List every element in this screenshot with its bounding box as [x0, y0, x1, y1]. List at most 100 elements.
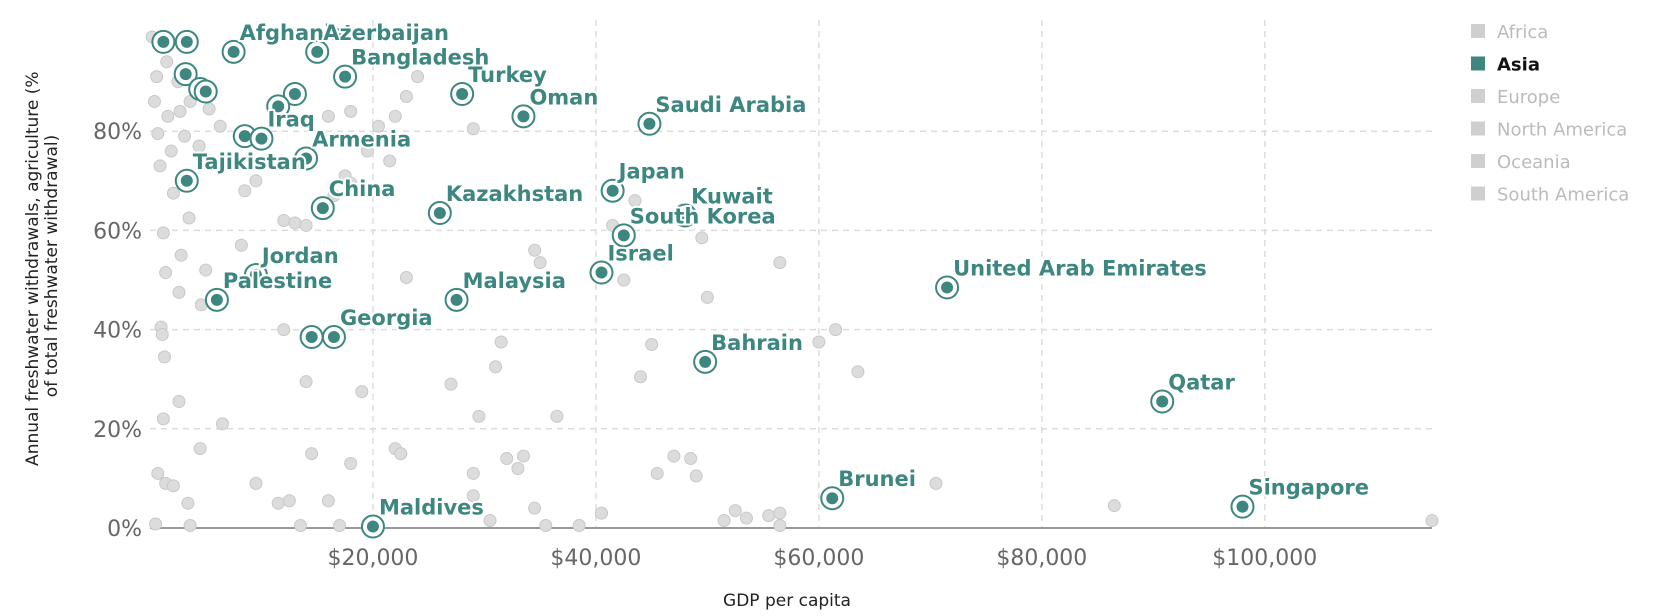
- legend-item[interactable]: North America: [1471, 120, 1627, 141]
- data-point: [149, 517, 163, 531]
- point-label: Georgia: [340, 306, 433, 330]
- highlighted-point[interactable]: [294, 146, 319, 171]
- data-point: [327, 189, 341, 203]
- data-point: [182, 211, 196, 225]
- legend[interactable]: Africa Asia Europe North America Oceania Sout…: [1471, 22, 1629, 206]
- highlighted-point[interactable]: [221, 39, 246, 64]
- y-tick-label: 60%: [93, 219, 142, 244]
- highlighted-point[interactable]: [174, 29, 199, 54]
- highlighted-point[interactable]: [282, 82, 307, 106]
- point-dot: [288, 88, 301, 100]
- legend-item[interactable]: Asia: [1471, 55, 1540, 76]
- point-label: Singapore: [1248, 476, 1369, 500]
- data-point: [466, 466, 480, 480]
- point-dot: [180, 174, 193, 187]
- highlighted-point[interactable]: [1230, 494, 1255, 519]
- point-dot: [311, 45, 324, 58]
- data-point: [572, 519, 586, 533]
- y-tick-label: 40%: [93, 319, 142, 344]
- highlighted-point[interactable]: [935, 275, 960, 300]
- data-point: [773, 506, 787, 520]
- highlighted-point[interactable]: [1150, 389, 1175, 414]
- highlighted-point[interactable]: [151, 29, 176, 54]
- point-dot: [255, 132, 268, 145]
- data-point: [344, 104, 358, 118]
- highlighted-point[interactable]: [174, 168, 199, 193]
- data-point: [466, 122, 480, 136]
- data-point: [150, 70, 164, 84]
- highlighted-point[interactable]: [444, 287, 469, 312]
- highlighted-point[interactable]: [637, 111, 662, 136]
- legend-item[interactable]: Oceania: [1471, 152, 1571, 173]
- x-tick-label: $40,000: [550, 546, 641, 571]
- data-point: [489, 360, 503, 374]
- legend-label: Europe: [1497, 87, 1560, 108]
- data-point: [192, 139, 206, 153]
- highlighted-point[interactable]: [611, 223, 636, 248]
- data-point: [249, 476, 263, 490]
- data-point: [355, 385, 369, 399]
- legend-swatch: [1471, 56, 1485, 71]
- point-label: Iraq: [267, 108, 314, 132]
- legend-swatch: [1471, 121, 1485, 136]
- highlighted-point[interactable]: [310, 196, 335, 221]
- x-tick-label: $100,000: [1212, 546, 1317, 571]
- point-dot: [179, 68, 192, 81]
- highlighted-point[interactable]: [333, 64, 358, 89]
- grid-lines: [150, 20, 1432, 528]
- legend-item[interactable]: Europe: [1471, 87, 1560, 108]
- highlighted-point[interactable]: [427, 201, 452, 226]
- highlighted-point[interactable]: [299, 325, 324, 350]
- point-label: Brunei: [838, 467, 916, 491]
- asia-points: [151, 29, 1255, 539]
- highlighted-point[interactable]: [820, 486, 845, 511]
- highlighted-point[interactable]: [266, 94, 291, 119]
- point-dot: [316, 202, 329, 215]
- legend-item[interactable]: South America: [1471, 185, 1629, 206]
- highlighted-point[interactable]: [511, 104, 536, 129]
- highlighted-point[interactable]: [450, 82, 475, 106]
- highlighted-point[interactable]: [193, 79, 218, 104]
- point-dot: [157, 35, 170, 48]
- highlighted-point[interactable]: [589, 260, 614, 285]
- data-point: [1425, 514, 1439, 528]
- data-point: [383, 154, 397, 168]
- highlighted-point[interactable]: [249, 126, 274, 151]
- other-regions-points: [145, 30, 1439, 533]
- y-tick-label: 0%: [107, 517, 142, 542]
- legend-label: North America: [1497, 120, 1627, 141]
- data-point: [344, 176, 358, 190]
- point-dot: [339, 70, 352, 83]
- highlighted-point[interactable]: [360, 514, 385, 539]
- point-label: Armenia: [312, 127, 411, 151]
- data-point: [444, 377, 458, 391]
- legend-item[interactable]: Africa: [1471, 22, 1548, 43]
- point-dot: [272, 100, 285, 113]
- highlighted-point[interactable]: [693, 349, 718, 374]
- data-point: [617, 273, 631, 287]
- point-label: Saudi Arabia: [655, 93, 806, 117]
- data-point: [151, 466, 165, 480]
- highlighted-point[interactable]: [305, 39, 330, 64]
- data-point: [215, 417, 229, 431]
- data-point: [156, 412, 170, 426]
- point-labels: AfghanistanAzerbaijanBangladeshTurkeyOma…: [191, 19, 1371, 522]
- data-point: [762, 509, 776, 523]
- highlighted-point[interactable]: [173, 62, 198, 87]
- data-point: [628, 194, 642, 208]
- data-point: [199, 263, 213, 277]
- data-point: [500, 452, 514, 466]
- data-point: [174, 248, 188, 262]
- data-point: [773, 519, 787, 533]
- highlighted-point[interactable]: [204, 287, 229, 312]
- data-point: [399, 89, 413, 103]
- point-label: Palestine: [223, 269, 332, 293]
- data-point: [372, 119, 386, 133]
- highlighted-point[interactable]: [243, 263, 268, 288]
- data-point: [667, 449, 681, 463]
- point-dot: [826, 492, 839, 505]
- point-label: Israel: [607, 242, 673, 266]
- highlighted-point[interactable]: [600, 178, 625, 203]
- highlighted-point[interactable]: [673, 203, 698, 228]
- data-point: [717, 514, 731, 528]
